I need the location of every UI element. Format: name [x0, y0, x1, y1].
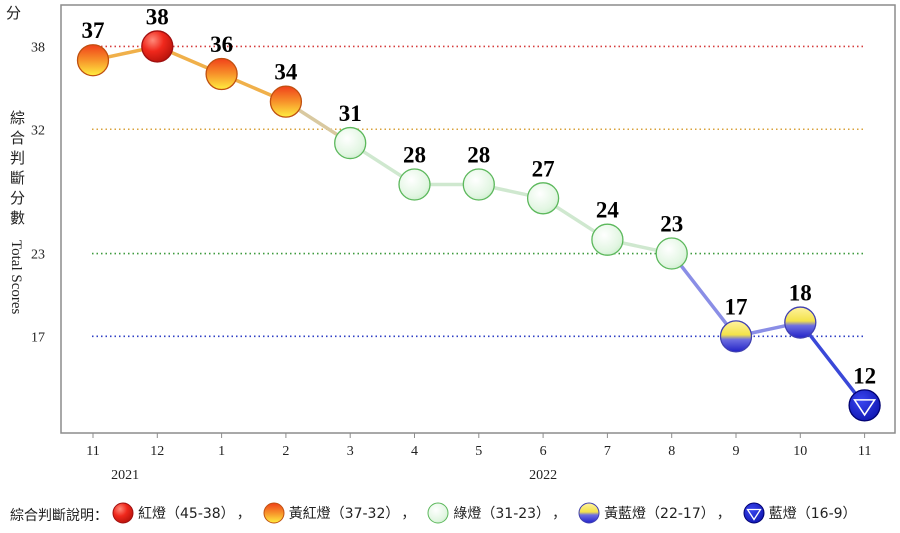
legend-item: 黃紅燈（37-32）， — [259, 502, 424, 524]
data-point — [462, 168, 495, 201]
data-label: 17 — [725, 294, 748, 319]
legend-swatch — [112, 502, 134, 524]
data-label: 24 — [596, 198, 620, 223]
legend-label: 黃紅燈（37-32） — [288, 506, 400, 522]
legend-label: 紅燈（45-38） — [138, 506, 235, 522]
legend-title: 綜合判斷說明： — [10, 508, 108, 524]
x-tick-label: 11 — [858, 444, 871, 459]
x-tick-label: 3 — [347, 444, 354, 459]
legend-separator: ， — [401, 506, 416, 522]
data-point — [205, 57, 238, 91]
x-tick-label: 11 — [86, 444, 99, 459]
data-point — [334, 126, 367, 160]
data-labels: 37 38 36 34 31 28 28 27 24 23 17 18 12 — [82, 4, 877, 388]
data-points — [76, 30, 881, 422]
data-label: 37 — [82, 18, 105, 43]
x-tick-label: 6 — [540, 444, 547, 459]
x-tick-label: 1 — [218, 444, 225, 459]
x-tick-labels: 11 12 1 2 3 4 5 6 7 8 9 10 11 — [86, 433, 871, 459]
series-segment — [669, 251, 738, 339]
data-point — [719, 320, 753, 353]
year-label: 2021 — [111, 468, 139, 483]
legend-item: 紅燈（45-38）， — [108, 502, 259, 524]
data-label: 28 — [467, 142, 490, 167]
data-label: 34 — [274, 60, 298, 85]
x-tick-label: 2 — [282, 444, 289, 459]
x-tick-label: 7 — [604, 444, 611, 459]
legend-swatch — [427, 502, 449, 524]
plot-area — [60, 4, 896, 434]
y-tick-label: 23 — [31, 248, 45, 263]
data-point — [141, 30, 174, 63]
data-point — [269, 85, 303, 118]
data-point — [655, 237, 688, 270]
data-label: 38 — [146, 4, 169, 29]
legend-items: 紅燈（45-38），黃紅燈（37-32），綠燈（31-23），黃藍燈（22-17… — [108, 502, 857, 528]
legend-separator: ， — [236, 506, 251, 522]
data-label: 18 — [789, 281, 812, 306]
legend-swatch — [743, 502, 765, 524]
data-point — [526, 182, 560, 215]
data-label: 28 — [403, 142, 426, 167]
data-label: 31 — [339, 101, 362, 126]
data-point — [76, 44, 110, 77]
data-label: 12 — [853, 363, 876, 388]
x-tick-label: 5 — [475, 444, 482, 459]
y-axis-label-zh: 綜合判斷分數 — [8, 110, 26, 230]
legend-item: 藍燈（16-9） — [739, 502, 857, 524]
y-unit-label: 分 — [6, 4, 21, 22]
legend-label: 綠燈（31-23） — [453, 506, 551, 522]
series-segment — [798, 320, 867, 408]
data-point — [591, 223, 624, 256]
legend-swatch — [263, 502, 285, 524]
x-tick-label: 12 — [150, 444, 164, 459]
year-label: 2022 — [529, 468, 557, 483]
legend-separator: ， — [552, 506, 567, 522]
data-label: 36 — [210, 32, 233, 57]
y-tick-label: 38 — [31, 40, 45, 55]
x-tick-label: 9 — [733, 444, 740, 459]
y-tick-labels: 17 23 32 38 — [31, 40, 45, 345]
legend-swatch — [578, 502, 600, 524]
y-tick-label: 17 — [31, 330, 45, 345]
x-tick-label: 8 — [668, 444, 675, 459]
legend-item: 綠燈（31-23）， — [423, 502, 574, 524]
legend-separator: ， — [716, 506, 731, 522]
legend-label: 藍燈（16-9） — [768, 506, 857, 522]
x-tick-label: 4 — [411, 444, 418, 459]
x-tick-label: 10 — [793, 444, 807, 459]
data-label: 27 — [532, 156, 555, 181]
legend-label: 黃藍燈（22-17） — [604, 506, 715, 522]
y-tick-label: 32 — [31, 123, 45, 138]
data-point — [784, 306, 817, 339]
data-point — [848, 389, 881, 422]
year-labels: 2021 2022 — [111, 468, 557, 483]
series-line — [91, 44, 867, 408]
legend: 綜合判斷說明： 紅燈（45-38），黃紅燈（37-32），綠燈（31-23），黃… — [10, 502, 857, 528]
data-point — [398, 168, 431, 201]
legend-item: 黃藍燈（22-17）， — [574, 502, 739, 524]
y-axis-label-en: Total Scores — [8, 240, 24, 315]
data-label: 23 — [660, 212, 683, 237]
